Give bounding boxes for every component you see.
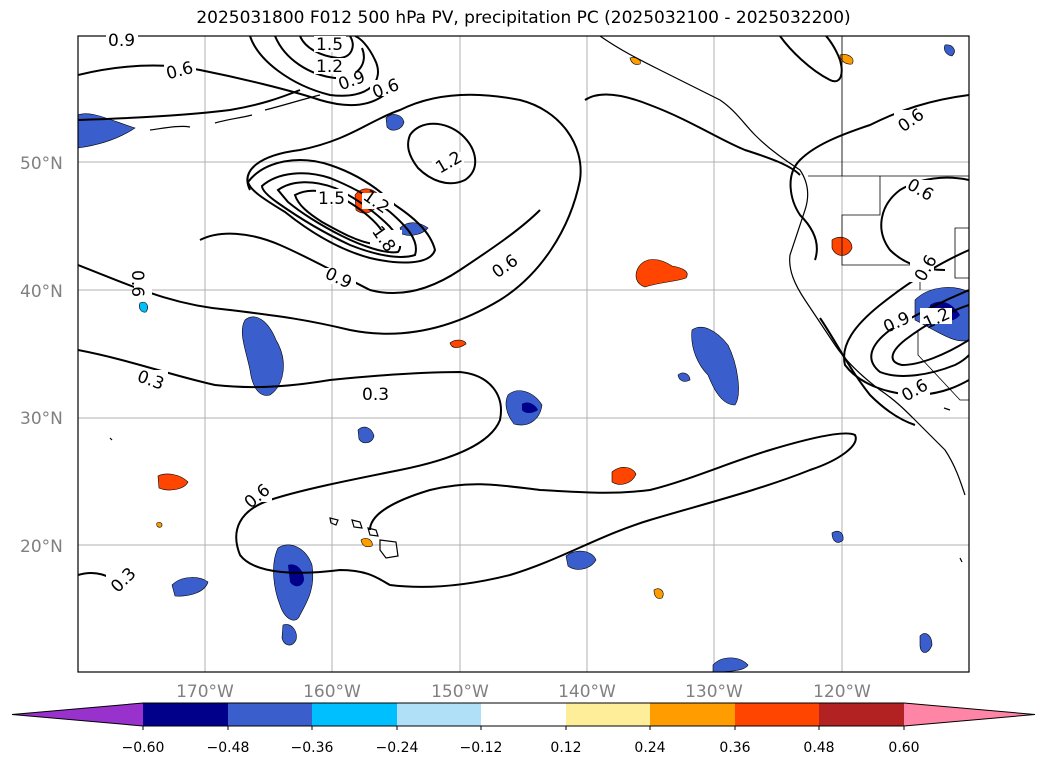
contour-line bbox=[78, 89, 301, 121]
blue-patch bbox=[171, 577, 209, 597]
colorbar-segment bbox=[228, 703, 312, 726]
colorbar-segment bbox=[143, 703, 228, 726]
red-patch bbox=[157, 473, 189, 491]
colorbar-segment bbox=[312, 703, 397, 726]
colorbar-segment bbox=[819, 703, 904, 726]
orange-patch bbox=[839, 54, 854, 65]
contour-label: 1.5 bbox=[316, 35, 343, 55]
colorbar-tick-label: −0.12 bbox=[460, 740, 503, 756]
island bbox=[943, 407, 951, 411]
island bbox=[959, 557, 963, 563]
contour-line bbox=[260, 172, 417, 258]
lat-label: 30°N bbox=[20, 409, 63, 429]
colorbar-tick-label: −0.36 bbox=[291, 740, 334, 756]
coastlines bbox=[109, 36, 966, 563]
longitude-labels: 170°W 160°W 150°W 140°W 130°W 120°W bbox=[176, 682, 871, 702]
colorbar-tick-label: 0.48 bbox=[803, 740, 834, 756]
lat-label: 20°N bbox=[20, 537, 63, 557]
blue-patch bbox=[139, 301, 148, 313]
colorbar-segment bbox=[481, 703, 566, 726]
colorbar-labels: −0.60 −0.48 −0.36 −0.24 −0.12 0.12 0.24 … bbox=[122, 740, 920, 756]
colorbar-tick-label: 0.24 bbox=[634, 740, 665, 756]
lon-label: 120°W bbox=[813, 682, 871, 702]
contour-label: 0.9 bbox=[108, 31, 135, 51]
hawaii-island bbox=[379, 539, 399, 559]
colorbar-segment bbox=[650, 703, 735, 726]
colorbar-segment bbox=[566, 703, 650, 726]
hawaii-island bbox=[329, 517, 339, 526]
colorbar-extend-high bbox=[904, 703, 1035, 726]
red-patch bbox=[449, 339, 467, 348]
border bbox=[841, 176, 920, 266]
island bbox=[109, 437, 113, 441]
hawaii-island bbox=[367, 527, 379, 537]
contour-line bbox=[246, 159, 437, 264]
map-background bbox=[78, 36, 969, 672]
blue-patch bbox=[919, 633, 933, 653]
navy-patch bbox=[522, 402, 538, 413]
lon-label: 150°W bbox=[431, 682, 489, 702]
contour-line bbox=[78, 93, 582, 335]
lat-label: 40°N bbox=[20, 282, 63, 302]
contour-label: 0.3 bbox=[362, 385, 389, 405]
red-patch bbox=[611, 467, 637, 485]
blue-patch bbox=[691, 326, 739, 406]
coastline bbox=[149, 125, 191, 131]
colorbar-segment bbox=[397, 703, 481, 726]
contour-label: 0.6 bbox=[127, 270, 147, 297]
blue-patch bbox=[565, 550, 597, 570]
navy-patch bbox=[288, 564, 304, 587]
contour-line bbox=[789, 94, 969, 261]
colorbar-tick-label: 0.60 bbox=[888, 740, 919, 756]
coastline bbox=[264, 94, 321, 111]
contour-line bbox=[407, 122, 477, 185]
colorbar-tick-label: −0.48 bbox=[207, 740, 250, 756]
colorbar-tick-label: 0.36 bbox=[719, 740, 750, 756]
blue-patch bbox=[385, 114, 405, 131]
contour-line bbox=[249, 36, 379, 97]
contour-label: 1.5 bbox=[318, 189, 345, 209]
map-frame bbox=[77, 35, 970, 673]
map-title: 2025031800 F012 500 hPa PV, precipitatio… bbox=[196, 8, 851, 28]
blue-patch bbox=[357, 426, 375, 444]
colorbar-tick-label: −0.60 bbox=[122, 740, 165, 756]
red-patch bbox=[635, 259, 688, 288]
contour-line bbox=[819, 317, 916, 426]
coastline bbox=[214, 114, 253, 124]
orange-patch bbox=[156, 522, 163, 528]
coastline bbox=[599, 36, 966, 496]
lon-label: 160°W bbox=[303, 682, 361, 702]
contour-line bbox=[78, 64, 391, 106]
hawaii-island bbox=[351, 519, 363, 529]
lon-label: 170°W bbox=[176, 682, 234, 702]
contour-line bbox=[584, 93, 801, 176]
orange-patch bbox=[653, 588, 664, 599]
colorbar-tick-label: −0.24 bbox=[376, 740, 419, 756]
blue-patch bbox=[677, 372, 691, 382]
contour-line bbox=[78, 349, 857, 588]
colorbar-tick-label: 0.12 bbox=[550, 740, 581, 756]
contour-line bbox=[779, 36, 843, 83]
blue-patch bbox=[281, 624, 297, 646]
lon-label: 130°W bbox=[685, 682, 743, 702]
contour-line bbox=[274, 36, 365, 80]
contour-line bbox=[199, 209, 541, 294]
lon-label: 140°W bbox=[558, 682, 616, 702]
border bbox=[954, 227, 969, 279]
colorbar-segment bbox=[735, 703, 819, 726]
blue-patch bbox=[944, 44, 955, 57]
lat-label: 50°N bbox=[20, 154, 63, 174]
border bbox=[917, 330, 969, 401]
blue-patch bbox=[241, 316, 284, 396]
red-patch bbox=[360, 538, 373, 548]
colorbar-extend-low bbox=[12, 703, 143, 726]
latitude-labels: 50°N 40°N 30°N 20°N bbox=[20, 154, 63, 557]
colorbar bbox=[11, 702, 1036, 730]
blue-patch bbox=[831, 530, 844, 543]
blue-patch bbox=[78, 113, 136, 149]
